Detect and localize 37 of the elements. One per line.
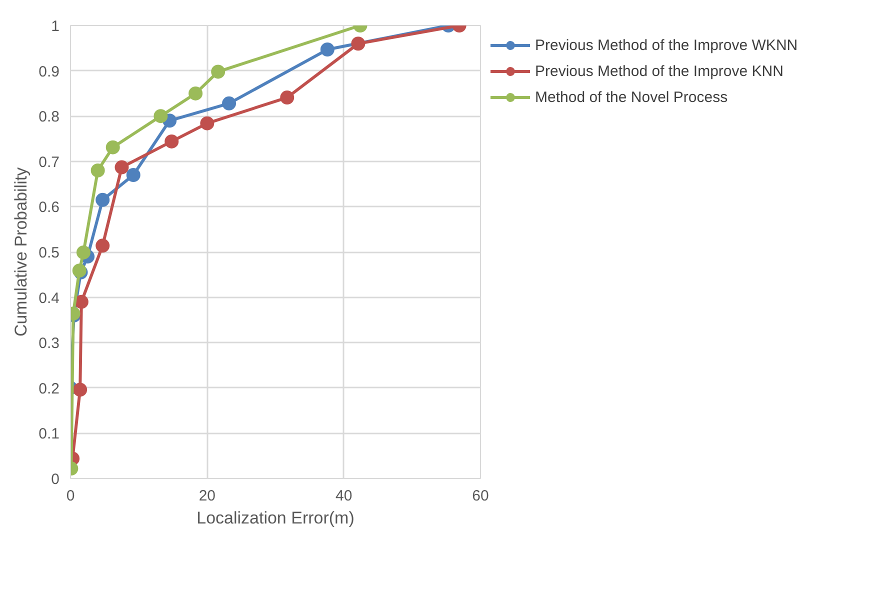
- point: [164, 134, 179, 148]
- y-tick-label: 0.9: [38, 63, 60, 80]
- x-axis-title: Localization Error(m): [196, 508, 354, 528]
- point: [351, 36, 366, 51]
- x-tick-label: 20: [198, 488, 216, 504]
- y-tick-label: 0.2: [38, 380, 60, 398]
- point: [200, 116, 214, 130]
- y-tick-label: 0.8: [38, 108, 60, 126]
- legend-label: Method of the Novel Process: [535, 88, 728, 106]
- point: [188, 86, 203, 100]
- x-tick-label: 0: [66, 488, 75, 504]
- point: [222, 96, 236, 110]
- point: [96, 192, 110, 207]
- y-tick-label: 0.1: [38, 426, 60, 443]
- point: [211, 64, 226, 79]
- legend-label: Previous Method of the Improve KNN: [535, 62, 784, 80]
- point: [74, 294, 88, 309]
- legend-label: Previous Method of the Improve WKNN: [535, 36, 798, 54]
- point: [320, 42, 334, 56]
- y-tick-label: 0.7: [38, 154, 60, 171]
- y-tick-label: 0: [51, 471, 60, 488]
- y-axis-title: Cumulative Probability: [12, 166, 31, 337]
- point: [106, 140, 120, 154]
- x-tick-label: 40: [335, 488, 352, 504]
- y-tick-label: 0.6: [38, 199, 60, 216]
- point: [126, 168, 140, 182]
- point: [76, 245, 90, 260]
- y-tick-label: 0.4: [38, 290, 60, 307]
- point: [96, 238, 110, 253]
- y-tick-label: 0.5: [38, 244, 60, 262]
- x-tick-label: 60: [472, 488, 489, 504]
- point: [114, 160, 129, 174]
- y-tick-label: 0.3: [38, 335, 60, 352]
- point: [90, 163, 105, 178]
- point: [280, 90, 294, 105]
- point: [154, 109, 168, 124]
- y-tick-label: 1: [51, 18, 60, 35]
